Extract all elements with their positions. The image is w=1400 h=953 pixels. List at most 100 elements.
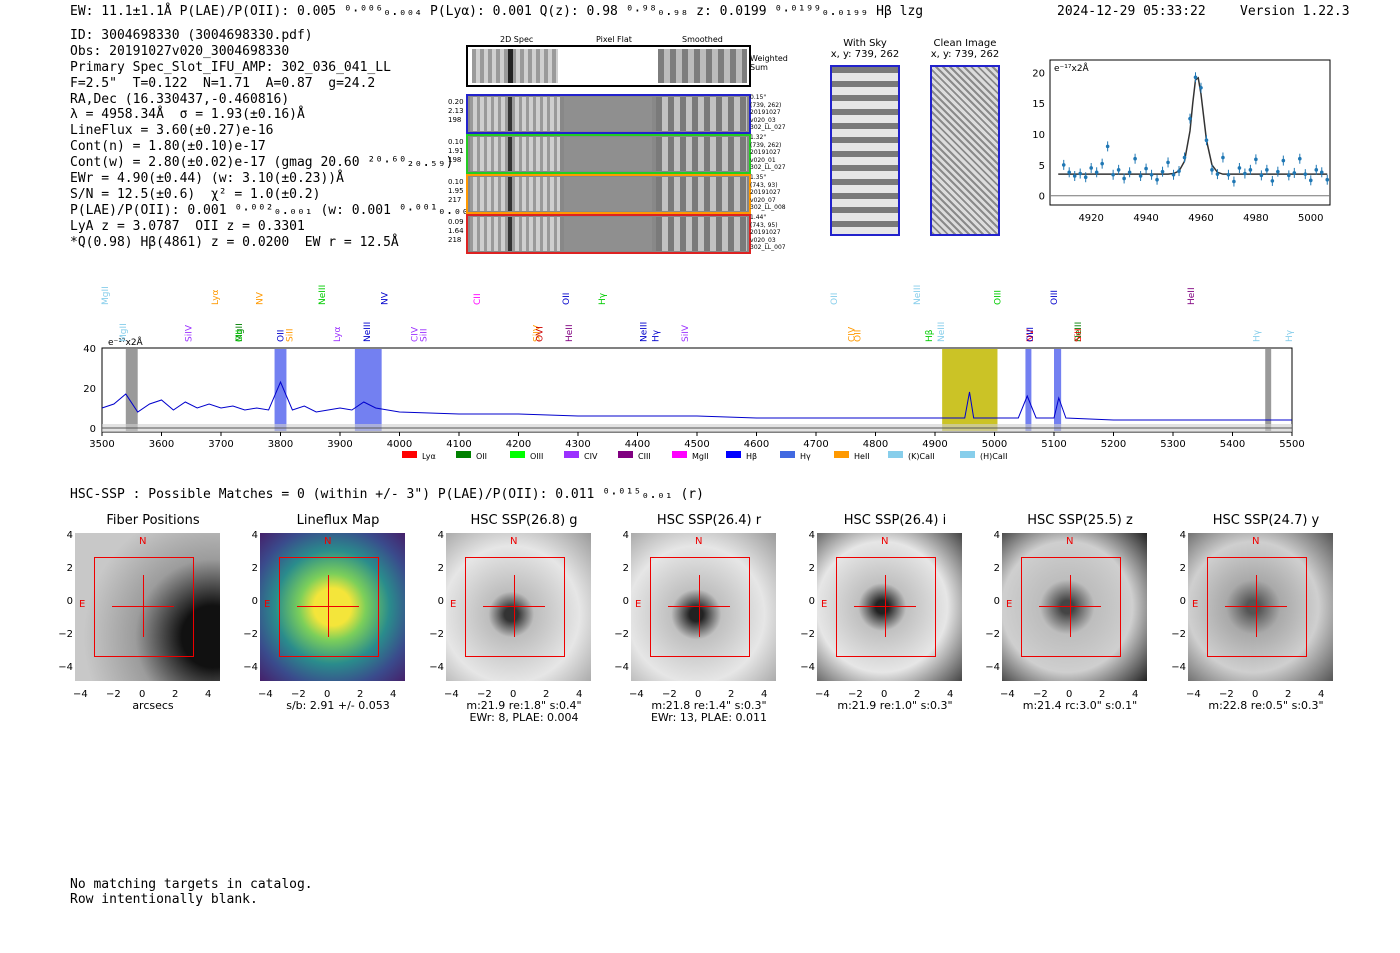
hsc-xtick: 4 (205, 689, 212, 700)
data-point (1292, 171, 1297, 175)
data-point (1127, 170, 1132, 175)
line-marker-label: MgII (101, 286, 111, 305)
hsc-ytick: −4 (800, 662, 815, 673)
spectrum-xtick: 4700 (803, 439, 828, 450)
spectrum-xtick: 3700 (208, 439, 233, 450)
spectrum-xtick: 4100 (446, 439, 471, 450)
hsc-panel-caption-2: EWr: 13, PLAE: 0.011 (650, 711, 768, 724)
spec-row-stats: 0.09 1.64 218 (448, 218, 464, 245)
spec-row-num: 218 (448, 236, 462, 244)
footer-line-1: No matching targets in catalog. (70, 877, 313, 892)
hsc-ytick: 0 (66, 596, 73, 607)
hsc-xtick: −4 (1186, 689, 1201, 700)
aperture-box (1021, 557, 1121, 657)
weighted-sum-strip (466, 45, 751, 87)
hsc-ytick: 4 (993, 530, 1000, 541)
with-sky-cutout: With Sky x, y: 739, 262 (830, 38, 900, 238)
spectrum-ytick: 40 (83, 344, 96, 355)
spec-row-strip (466, 214, 751, 254)
hsc-ytick: 2 (993, 563, 1000, 574)
data-point (1111, 172, 1115, 177)
timestamp: 2024-12-29 05:33:22 (1057, 4, 1206, 19)
spectrum-xtick: 3500 (89, 439, 114, 450)
hsc-xtick: 2 (728, 689, 735, 700)
aperture-box (94, 557, 194, 657)
hsc-panel-title: HSC SSP(26.4) i (843, 513, 947, 528)
spectrum-xtick: 5000 (982, 439, 1007, 450)
data-point (1078, 171, 1082, 176)
spec-row-id: v020_03 (750, 236, 776, 244)
hsc-ytick: 2 (66, 563, 73, 574)
data-point (1166, 160, 1170, 165)
hsc-xtick: −2 (477, 689, 492, 700)
spec-row-dist: 2.13 (448, 107, 464, 115)
hsc-ytick: −2 (58, 629, 73, 640)
spec-row-strip (466, 134, 751, 174)
hsc-xtick: 4 (947, 689, 954, 700)
line-marker-label: OII (830, 293, 840, 305)
line-marker-label: CIV (848, 326, 858, 342)
hsc-ytick: 2 (622, 563, 629, 574)
hsc-ytick: 4 (622, 530, 629, 541)
legend-label: Hβ (746, 452, 757, 461)
hsc-panel-title: HSC SSP(26.8) g (470, 513, 578, 528)
spec-row-dist: 1.64 (448, 227, 464, 235)
spec-row-meta: 1.32" (739, 262) 20191027 v020_01 302_LL… (750, 134, 786, 172)
hsc-ytick: −4 (1171, 662, 1186, 673)
legend-swatch (402, 451, 417, 458)
hsc-xtick: 2 (1099, 689, 1106, 700)
hsc-panel-caption: m:22.8 re:0.5" s:0.3" (1208, 699, 1324, 712)
spec-row-shot: 20191027 (750, 229, 781, 236)
spec-row-stats: 0.20 2.13 198 (448, 98, 464, 125)
hsc-panel: Lineflux Map N E 4 2 0 −2 −4 −4 −2 0 2 4 s/b: 2.9… (243, 511, 428, 726)
spectrum-frame (101, 347, 1293, 433)
spec-row-stats: 0.10 1.95 217 (448, 178, 464, 205)
data-point (1204, 138, 1209, 143)
spec-row: 0.10 1.91 198 1.32" (739, 262) 20191027 … (448, 134, 786, 174)
hsc-ytick: −2 (985, 629, 1000, 640)
data-point (1177, 169, 1181, 173)
hsc-panel-image: N E (631, 533, 776, 681)
hsc-ytick: −4 (429, 662, 444, 673)
crosshair-h (668, 606, 730, 607)
spec-row-xy: (743, 93) (750, 181, 778, 189)
spec-row-weight: 0.10 (448, 178, 464, 186)
hsc-panel: Fiber Positions N E 4 2 0 −2 −4 −4 −2 0 2 4 arcse… (58, 511, 243, 726)
data-point (1254, 157, 1258, 162)
spectrum-xtick: 4800 (863, 439, 888, 450)
spec-row-id: v020_07 (750, 196, 776, 204)
spec-row-meta: 1.35" (743, 93) 20191027 v020_07 302_LL_… (750, 174, 786, 212)
spec-row-num: 198 (448, 116, 462, 124)
line-marker-label: OIII (993, 290, 1003, 305)
data-point (1072, 174, 1077, 178)
line-marker-label: NeIII (937, 322, 947, 342)
line-marker-label: Lyα (211, 289, 221, 305)
crosshair-h (1039, 606, 1101, 607)
zoom-plot-frame (1049, 59, 1331, 206)
hsc-xtick: −2 (106, 689, 121, 700)
line-marker-label: SiII (419, 328, 429, 342)
zoom-xtick: 4980 (1243, 213, 1268, 224)
spectrum-xtick: 3600 (149, 439, 174, 450)
legend-label: MgII (692, 452, 709, 461)
spec-row-weight: 0.09 (448, 218, 464, 226)
hsc-xtick: −4 (1000, 689, 1015, 700)
info-line: RA,Dec (16.330437,-0.460816) (70, 91, 290, 107)
info-line: LyA z = 3.0787 OII z = 0.3301 (70, 218, 305, 234)
spectrum-xtick: 3900 (327, 439, 352, 450)
zoom-ytick: 5 (1039, 161, 1045, 172)
data-point (1094, 170, 1099, 175)
spec-row-ifu: 302_LL_027 (750, 164, 786, 171)
data-point (1210, 168, 1214, 172)
hsc-xtick: 0 (139, 689, 146, 700)
hsc-ytick: 0 (622, 596, 629, 607)
info-line: ID: 3004698330 (3004698330.pdf) (70, 28, 313, 43)
zoom-xtick: 4940 (1133, 213, 1158, 224)
clean-image-title: Clean Image (933, 38, 997, 49)
data-point (1243, 171, 1247, 176)
hsc-panel-caption: m:21.4 rc:3.0" s:0.1" (1022, 699, 1138, 712)
hsc-ytick: 0 (808, 596, 815, 607)
line-marker-label: CII (473, 293, 483, 305)
aperture-box (279, 557, 379, 657)
info-line: Primary Spec_Slot_IFU_AMP: 302_036_041_L… (70, 59, 391, 75)
